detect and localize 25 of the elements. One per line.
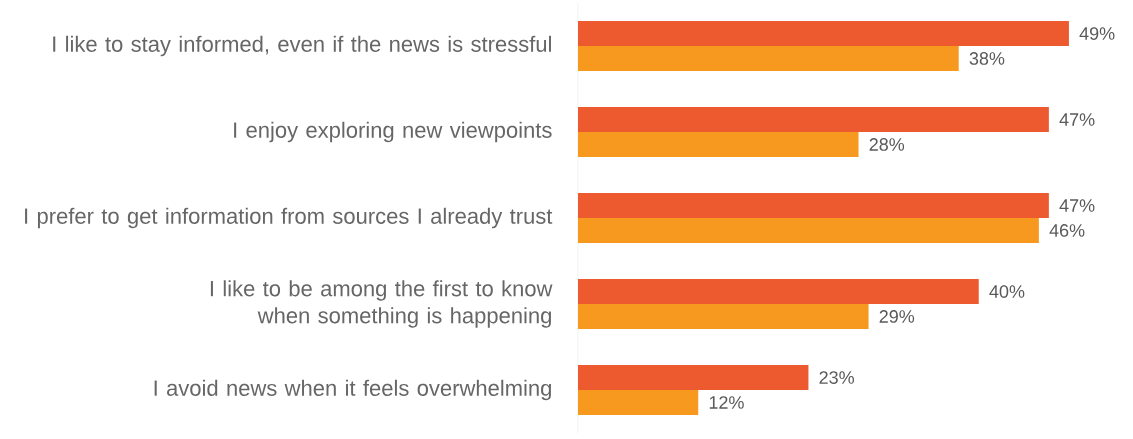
y-tick-label: I avoid news when it feels overwhelming — [154, 379, 551, 401]
bar — [578, 46, 959, 71]
data-label: 29% — [879, 310, 915, 323]
y-tick-label: I like to stay informed, even if the news is stressful — [53, 35, 551, 57]
data-label: 46% — [1049, 224, 1085, 237]
data-label: 47% — [1059, 113, 1095, 126]
bar — [578, 304, 869, 329]
bar — [578, 193, 1049, 218]
data-label: 47% — [1059, 199, 1095, 212]
bar — [578, 279, 979, 304]
data-label: 38% — [969, 52, 1005, 65]
y-tick-label: I prefer to get information from sources I already trust — [25, 207, 553, 229]
data-label: 28% — [869, 138, 905, 151]
data-label: 23% — [819, 371, 855, 384]
y-tick-label: I enjoy exploring new viewpoints — [234, 121, 552, 143]
bar — [578, 132, 859, 157]
bar — [578, 218, 1039, 243]
data-label: 49% — [1079, 27, 1115, 40]
bar — [578, 365, 809, 390]
data-label: 40% — [989, 285, 1025, 298]
data-label: 12% — [709, 396, 744, 409]
bar — [578, 107, 1049, 132]
y-tick-label: I like to be among the first to know when something is happening — [210, 280, 553, 328]
bar — [578, 390, 699, 415]
bar — [578, 21, 1069, 46]
